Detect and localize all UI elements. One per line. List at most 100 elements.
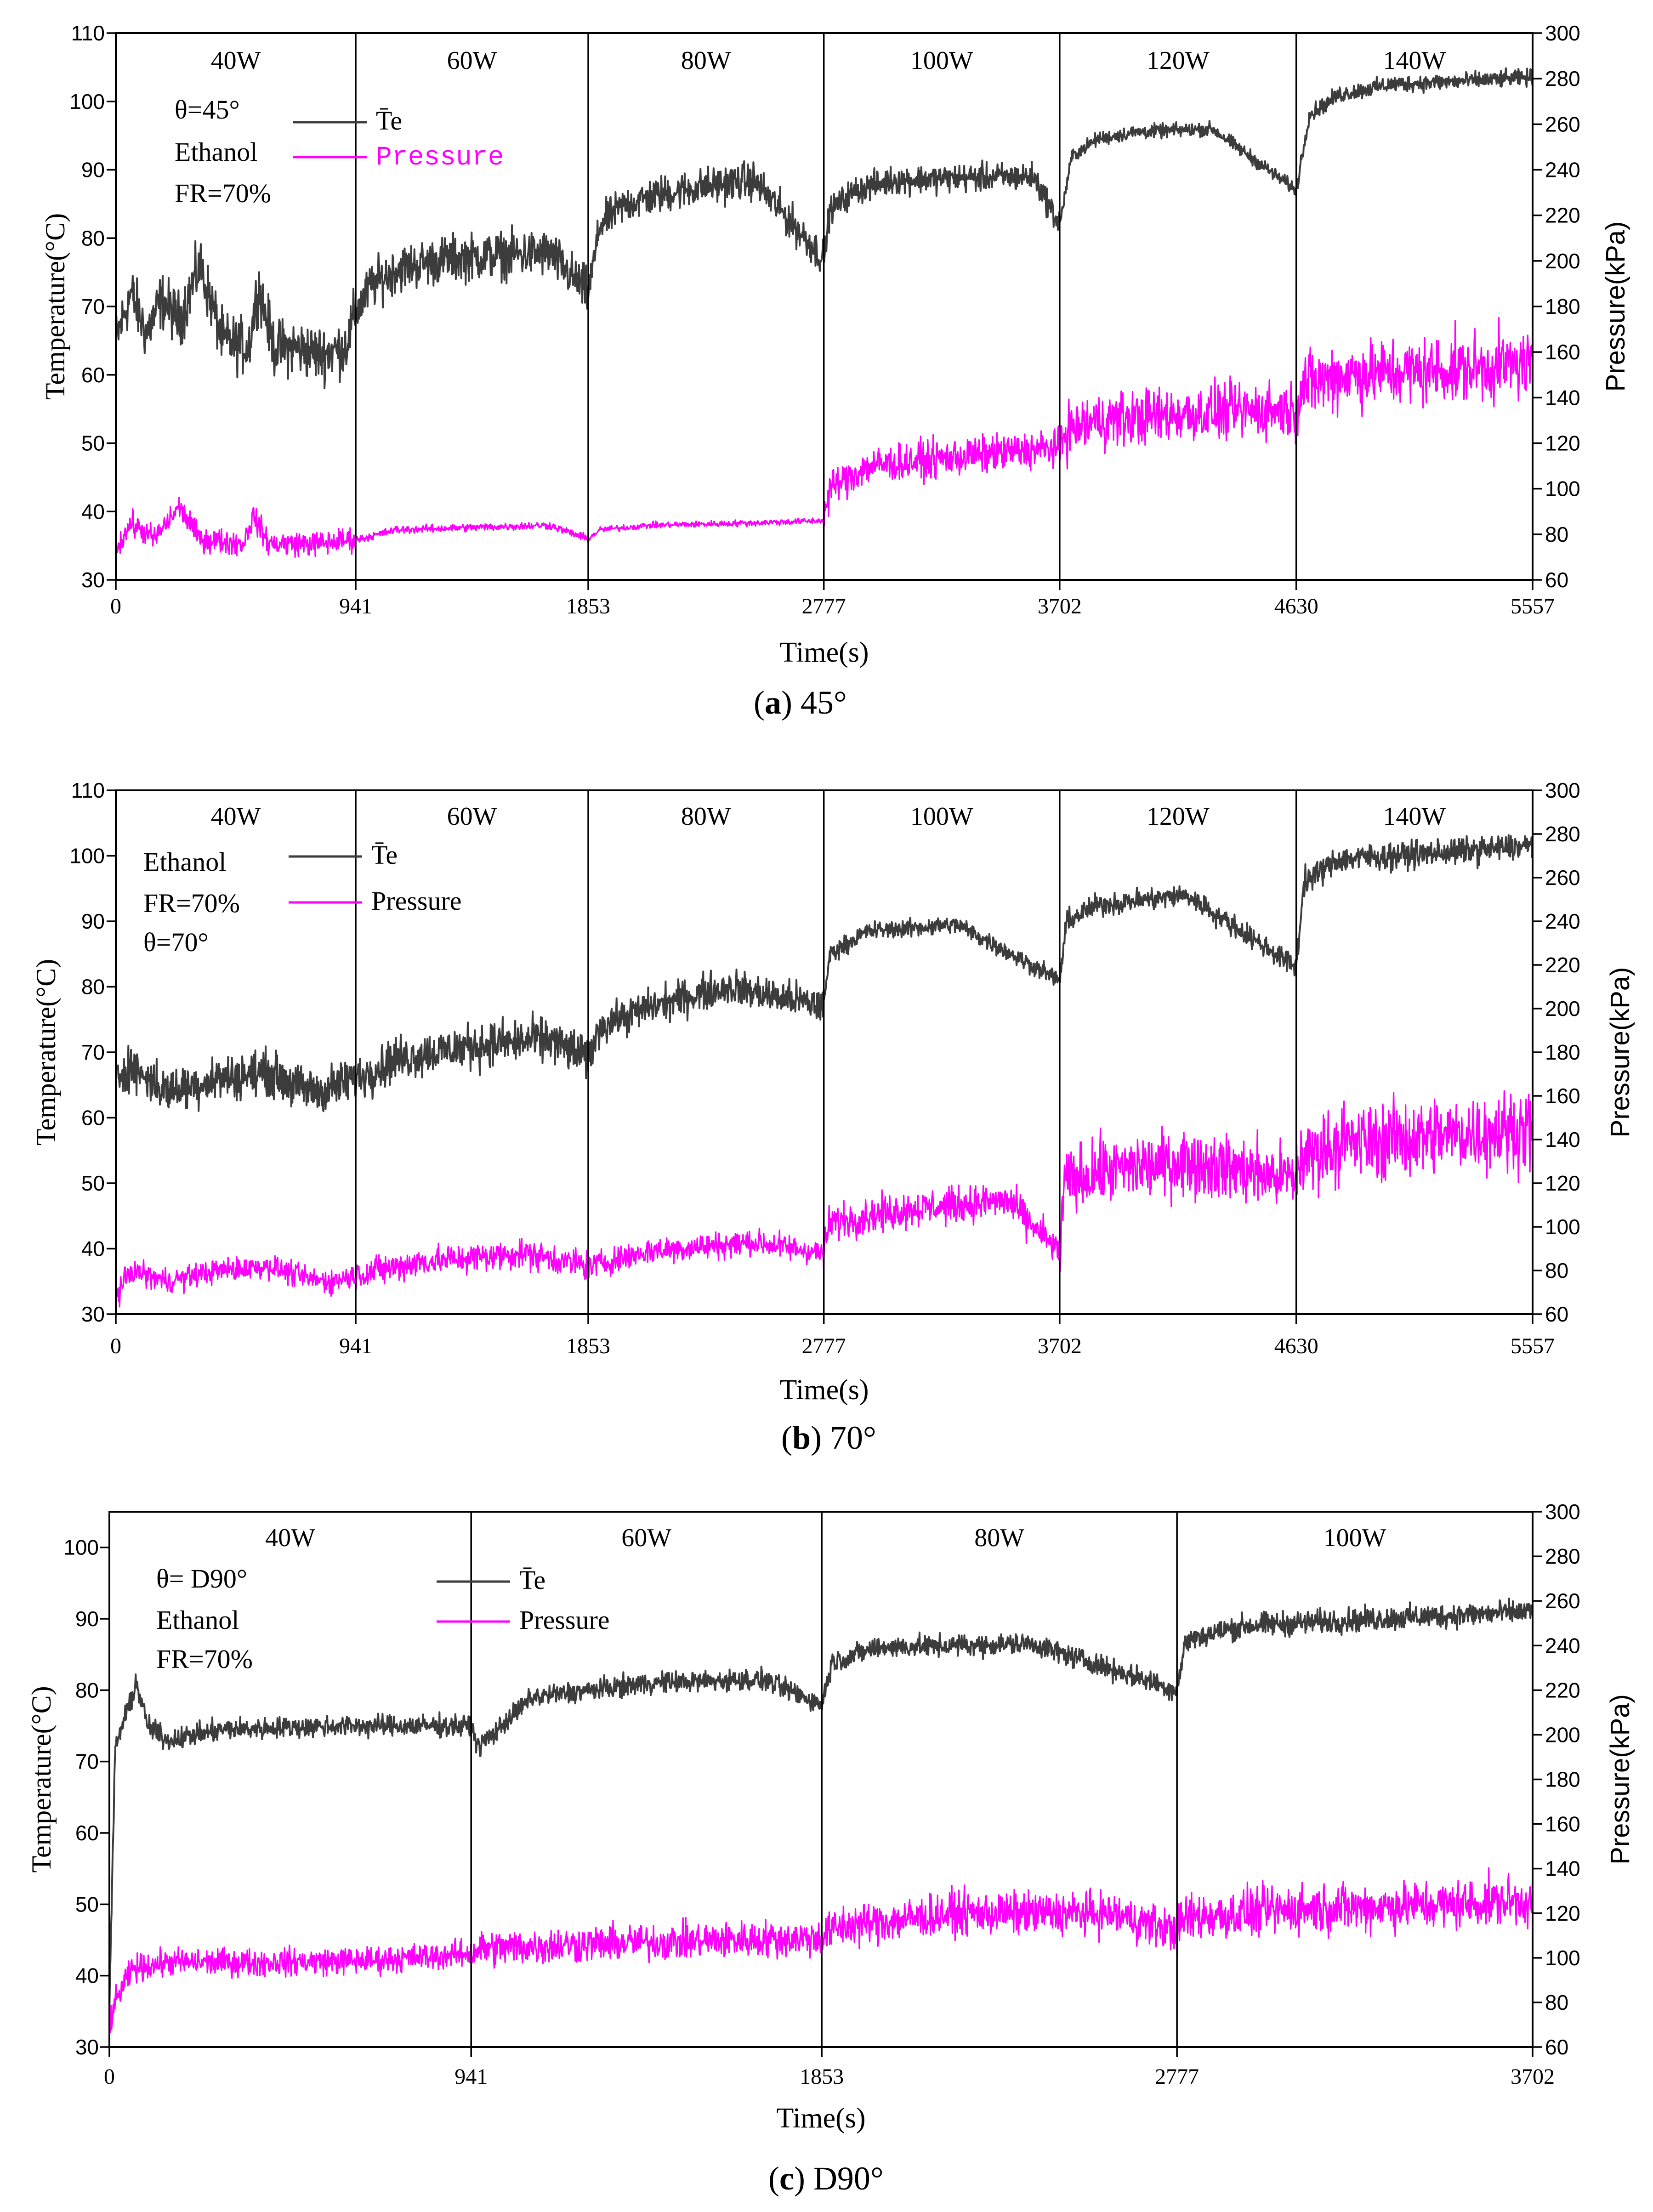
legend-label-pressure: Pressure (519, 1605, 610, 1635)
x-tick-label: 4630 (1274, 594, 1318, 618)
y-right-axis-label: Pressure(kPa) (1605, 1694, 1635, 1865)
y-left-tick-label: 40 (81, 1237, 105, 1261)
y-right-tick-label: 260 (1545, 1589, 1580, 1613)
x-tick-label: 2777 (802, 1334, 846, 1358)
x-tick-label: 941 (339, 594, 372, 618)
power-segment-label: 80W (681, 46, 731, 75)
y-right-tick-label: 280 (1545, 67, 1580, 91)
y-left-axis-label: Temperature(°C) (31, 959, 61, 1146)
caption-b: (b) 70° (781, 1419, 876, 1456)
x-tick-label: 2777 (1155, 2065, 1199, 2089)
y-left-tick-label: 70 (81, 295, 105, 318)
condition-annotation: Ethanol (175, 137, 257, 167)
y-right-tick-label: 140 (1545, 1128, 1580, 1151)
x-tick-label: 5557 (1511, 594, 1555, 618)
y-right-tick-label: 140 (1545, 1857, 1580, 1881)
power-segment-label: 120W (1147, 46, 1210, 75)
condition-annotation: FR=70% (156, 1644, 253, 1674)
condition-annotation: FR=70% (143, 888, 240, 918)
power-segment-label: 40W (211, 46, 261, 75)
power-segment-label: 120W (1147, 802, 1210, 831)
legend-label-temperature: T̄e (376, 106, 402, 136)
caption-a: (a) 45° (754, 684, 847, 721)
x-tick-label: 3702 (1038, 1334, 1082, 1358)
chart-panel-c: 40W 60W 80W 100W 0 941 1853 2777 3702 30 40 50 60 70 8… (26, 1500, 1635, 2134)
power-segment-label: 140W (1383, 46, 1446, 75)
x-tick-label: 5557 (1511, 1334, 1555, 1358)
x-tick-label: 1853 (566, 1334, 610, 1358)
power-segment-label: 140W (1383, 802, 1446, 831)
y-right-tick-label: 80 (1545, 1991, 1568, 2014)
y-right-tick-label: 280 (1545, 1544, 1580, 1568)
y-left-tick-label: 70 (75, 1750, 99, 1774)
power-segment-label: 40W (265, 1524, 315, 1552)
x-tick-label: 0 (104, 2065, 115, 2089)
y-left-tick-label: 60 (81, 363, 105, 387)
x-tick-label: 4630 (1274, 1334, 1318, 1358)
legend-label-pressure: Pressure (376, 143, 504, 173)
power-segment-label: 60W (447, 802, 497, 831)
x-tick-label: 3702 (1038, 594, 1082, 618)
y-right-tick-label: 200 (1545, 997, 1580, 1021)
chart-panel-b: 40W 60W 80W 100W 120W 140W 0 941 1853 2777 3702 463… (31, 778, 1635, 1406)
y-right-tick-label: 100 (1545, 1946, 1580, 1970)
y-left-tick-label: 40 (75, 1964, 99, 1988)
y-right-tick-label: 200 (1545, 249, 1580, 273)
y-left-tick-label: 100 (69, 90, 105, 113)
legend-label-temperature: T̄e (519, 1565, 545, 1595)
y-left-tick-label: 80 (81, 975, 105, 999)
y-right-tick-label: 140 (1545, 386, 1580, 409)
x-tick-label: 1853 (566, 594, 610, 618)
power-segment-label: 60W (447, 46, 497, 75)
y-left-tick-label: 60 (81, 1106, 105, 1130)
condition-annotation: θ=45° (175, 95, 240, 125)
y-left-tick-label: 100 (69, 844, 105, 868)
y-right-tick-label: 280 (1545, 822, 1580, 846)
y-left-axis-label: Temperature(°C) (40, 213, 70, 400)
y-right-tick-label: 60 (1545, 1302, 1568, 1326)
x-axis-label: Time(s) (779, 1374, 869, 1406)
y-left-tick-label: 110 (71, 778, 105, 802)
y-left-tick-label: 40 (81, 499, 105, 523)
x-tick-label: 1853 (800, 2065, 844, 2089)
y-right-tick-label: 60 (1545, 2035, 1568, 2059)
y-left-tick-label: 100 (63, 1536, 99, 1560)
legend-label-temperature: T̄e (371, 840, 398, 870)
x-tick-label: 941 (339, 1334, 372, 1358)
y-right-tick-label: 180 (1545, 1768, 1580, 1792)
x-axis-label: Time(s) (779, 637, 869, 668)
y-left-tick-label: 70 (81, 1040, 105, 1064)
y-right-tick-label: 100 (1545, 1215, 1580, 1239)
y-right-tick-label: 120 (1545, 431, 1580, 455)
x-tick-label: 0 (110, 1334, 121, 1358)
condition-annotation: θ=70° (143, 927, 209, 957)
power-segment-label: 60W (621, 1524, 671, 1552)
y-right-axis-label: Pressure(kPa) (1605, 967, 1635, 1138)
y-right-tick-label: 60 (1545, 568, 1568, 592)
y-right-tick-label: 160 (1545, 1812, 1580, 1836)
y-left-tick-label: 30 (81, 1302, 105, 1326)
y-right-tick-label: 80 (1545, 1259, 1568, 1282)
y-left-tick-label: 80 (81, 226, 105, 250)
y-right-tick-label: 260 (1545, 112, 1580, 136)
power-segment-label: 80W (974, 1524, 1024, 1552)
condition-annotation: Ethanol (156, 1605, 239, 1635)
y-right-tick-label: 220 (1545, 204, 1580, 227)
y-right-tick-label: 240 (1545, 1633, 1580, 1657)
y-right-tick-label: 220 (1545, 1678, 1580, 1702)
x-axis-label: Time(s) (776, 2103, 865, 2134)
power-segment-label: 100W (910, 802, 973, 831)
y-left-tick-label: 60 (75, 1821, 99, 1845)
x-tick-label: 2777 (802, 594, 846, 618)
power-segment-label: 80W (681, 802, 731, 831)
condition-annotation: θ= D90° (156, 1564, 247, 1594)
y-left-tick-label: 30 (81, 568, 105, 592)
y-right-tick-label: 120 (1545, 1901, 1580, 1925)
legend-label-pressure: Pressure (371, 886, 462, 916)
y-left-tick-label: 50 (81, 1171, 105, 1195)
y-left-tick-label: 50 (75, 1892, 99, 1916)
condition-annotation: Ethanol (143, 847, 226, 877)
y-left-tick-label: 110 (71, 21, 105, 45)
y-right-tick-label: 240 (1545, 158, 1580, 182)
